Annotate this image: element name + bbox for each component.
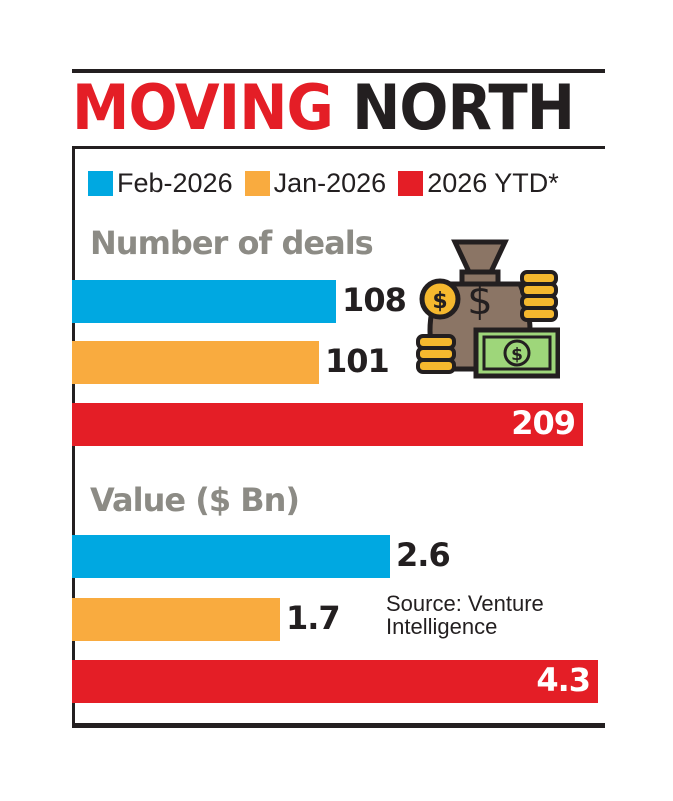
value-heading: Value ($ Bn) <box>90 481 300 519</box>
bar-deals-0 <box>72 280 337 323</box>
legend-item-ytd: 2026 YTD* <box>398 168 559 199</box>
bar-value-1 <box>72 598 280 641</box>
chart-title: MOVING NORTH <box>72 71 575 144</box>
data-label: 4.3 <box>536 661 591 699</box>
source-line-1: Source: Venture <box>386 591 544 616</box>
bar-value-0 <box>72 535 391 578</box>
top-rule <box>72 69 605 73</box>
bar-deals-2 <box>72 403 583 446</box>
data-label: 209 <box>511 404 576 442</box>
legend-label: Jan-2026 <box>273 168 387 198</box>
source-line-2: Intelligence <box>386 614 498 639</box>
svg-text:$: $ <box>467 278 492 324</box>
bar-deals-1 <box>72 341 319 384</box>
data-label: 1.7 <box>285 599 341 637</box>
legend-swatch <box>398 171 424 196</box>
legend-label: 2026 YTD* <box>427 168 559 198</box>
svg-text:$: $ <box>511 345 523 365</box>
data-label: 108 <box>342 281 407 319</box>
legend-item-jan: Jan-2026 <box>244 168 387 199</box>
source-note: Source: Venture Intelligence <box>386 592 544 638</box>
bar-value-2 <box>72 660 598 703</box>
svg-text:$: $ <box>432 289 447 314</box>
legend-item-feb: Feb-2026 <box>88 168 233 199</box>
legend-swatch <box>88 171 113 196</box>
legend-label: Feb-2026 <box>117 168 233 198</box>
title-part-red: MOVING <box>72 71 334 144</box>
title-part-black: NORTH <box>352 71 575 144</box>
legend-swatch <box>244 171 270 196</box>
money-bag-coins-cash-icon: $ $ $ <box>416 239 560 379</box>
data-label: 2.6 <box>396 536 451 574</box>
deals-heading: Number of deals <box>90 224 374 262</box>
legend: Feb-2026 Jan-2026 2026 YTD* <box>88 168 571 199</box>
data-label: 101 <box>324 342 390 380</box>
